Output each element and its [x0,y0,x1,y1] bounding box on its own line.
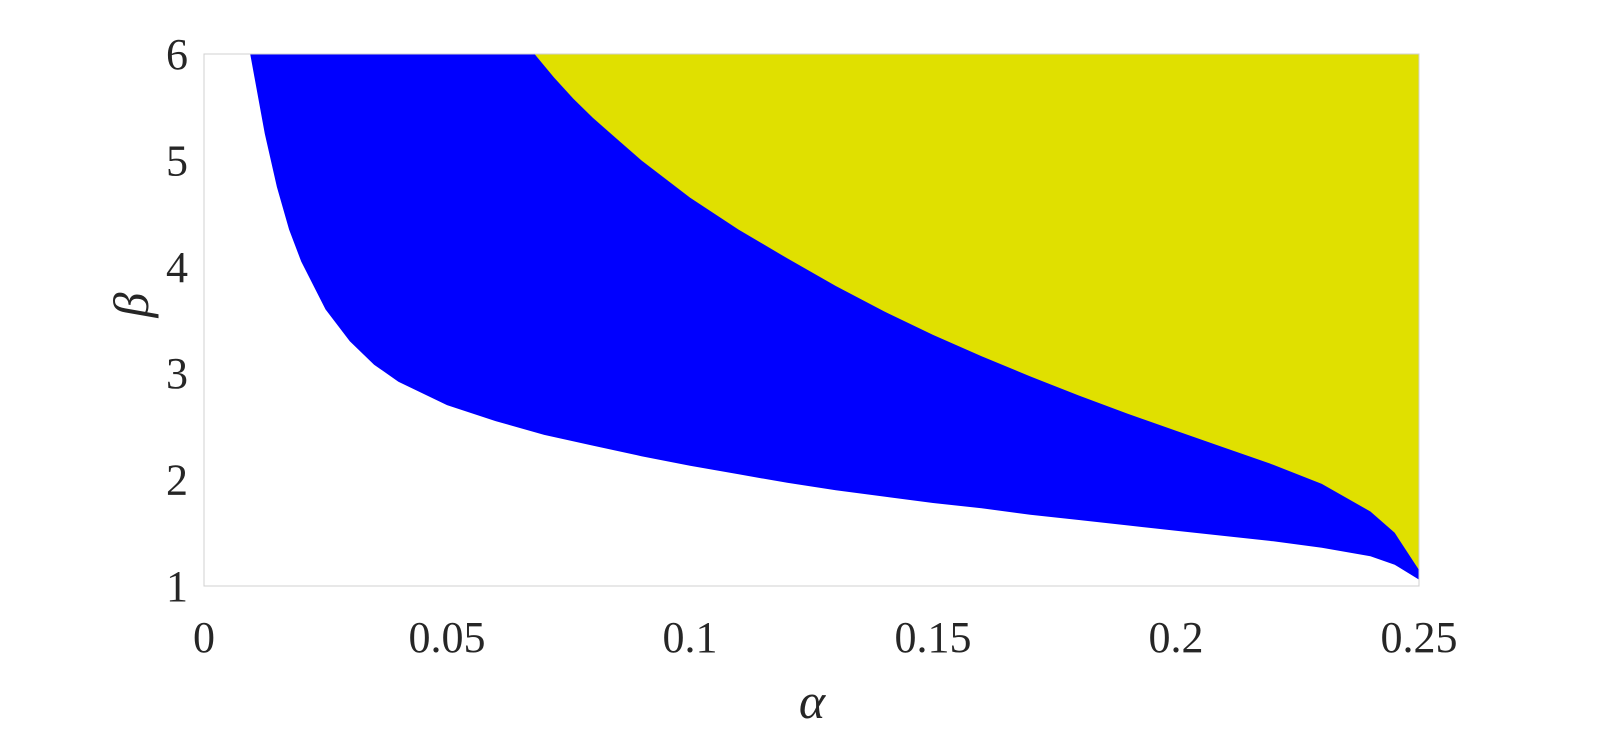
x-axis-label: α [799,673,827,729]
x-tick-label: 0.2 [1149,613,1204,662]
x-tick-label: 0.25 [1381,613,1458,662]
y-tick-label: 3 [166,349,188,398]
region-2 [534,54,1419,570]
y-tick-label: 2 [166,456,188,505]
x-tick-label: 0.05 [409,613,486,662]
plot-area [203,53,1420,587]
x-tick-labels: 0 0.05 0.1 0.15 0.2 0.25 [193,613,1458,662]
y-tick-label: 1 [166,562,188,611]
x-tick-label: 0.15 [895,613,972,662]
y-axis-label: β [103,292,159,318]
y-tick-label: 6 [166,30,188,79]
y-tick-labels: 1 2 3 4 5 6 [166,30,188,611]
x-tick-label: 0 [193,613,215,662]
plot-frame [203,53,1420,587]
y-tick-label: 4 [166,243,188,292]
x-tick-label: 0.1 [663,613,718,662]
y-tick-label: 5 [166,136,188,185]
